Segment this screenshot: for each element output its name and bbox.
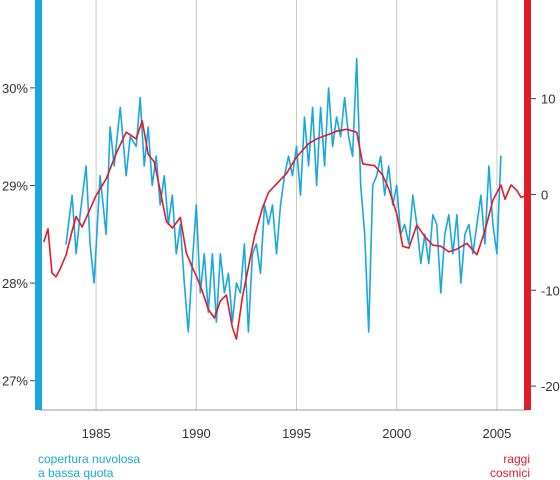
x-tick-2005: 2005 [482, 426, 511, 441]
legend-cloud-line-2: a bassa quota [38, 466, 114, 480]
legend-cloud-cover: copertura nuvolosa a bassa quota [38, 452, 140, 480]
legend-cosmic-rays: raggi cosmici [490, 452, 530, 480]
series-line-cloud-cover [65, 57, 502, 333]
left-tick-30: 30% [2, 81, 28, 96]
left-axis-bar [35, 0, 42, 410]
legend-cosmic-line-2: cosmici [489, 466, 530, 480]
x-tick-2000: 2000 [382, 426, 411, 441]
right-tick--20: -20 [541, 379, 560, 394]
legend-cloud-line-1: copertura nuvolosa [38, 452, 141, 466]
x-tick-1990: 1990 [182, 426, 211, 441]
left-tick-28: 28% [2, 276, 28, 291]
grid-lines [95, 0, 498, 410]
tick-labels: 1985 1990 1995 2000 2005 30% 29% 28% 27% 10 0 -10 -2… [2, 81, 560, 441]
right-tick--10: -10 [541, 283, 560, 298]
series-layer [43, 57, 528, 340]
right-tick-0: 0 [541, 187, 548, 202]
x-tick-1995: 1995 [282, 426, 311, 441]
left-tick-29: 29% [2, 178, 28, 193]
legend-cosmic-line-1: raggi [503, 452, 530, 466]
right-tick-10: 10 [541, 92, 555, 107]
left-tick-27: 27% [2, 374, 28, 389]
right-axis-bar [524, 0, 531, 410]
x-tick-1985: 1985 [82, 426, 111, 441]
axes [30, 0, 536, 411]
series-line-cosmic-rays [43, 119, 528, 340]
